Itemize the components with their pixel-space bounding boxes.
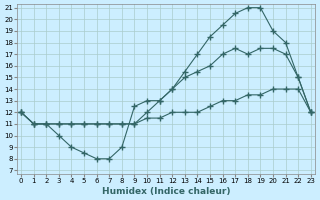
X-axis label: Humidex (Indice chaleur): Humidex (Indice chaleur) bbox=[102, 187, 230, 196]
